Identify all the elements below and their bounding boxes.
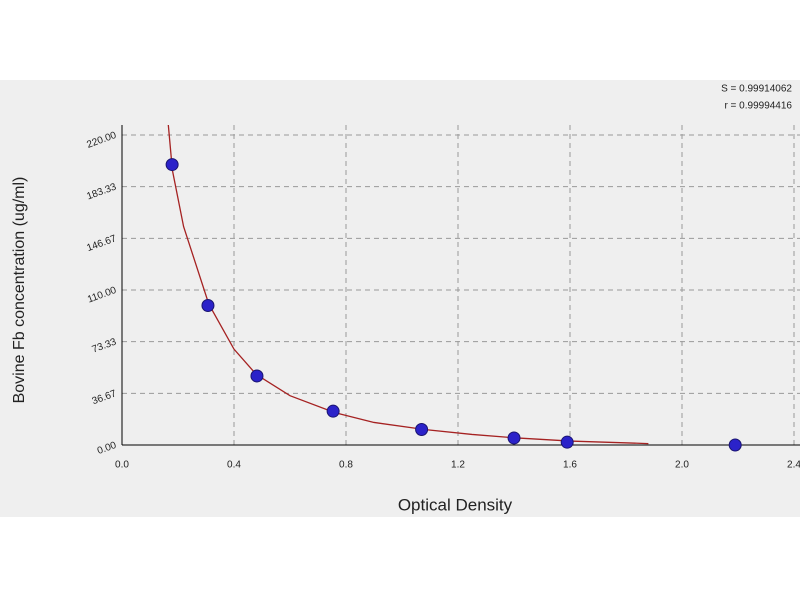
x-axis-label: Optical Density xyxy=(398,495,513,514)
x-tick-label: 2.4 xyxy=(787,460,800,471)
data-point xyxy=(507,431,521,445)
chart-background xyxy=(0,80,800,517)
data-point xyxy=(165,158,179,172)
annotation: S = 0.99914062 xyxy=(721,84,792,95)
x-tick-label: 2.0 xyxy=(675,460,689,471)
x-tick-label: 0.8 xyxy=(339,460,353,471)
data-point xyxy=(560,435,574,449)
data-point xyxy=(250,369,264,383)
x-tick-label: 0.4 xyxy=(227,460,241,471)
x-tick-label: 1.6 xyxy=(563,460,577,471)
data-point xyxy=(728,438,742,452)
data-point xyxy=(201,299,215,312)
data-point xyxy=(415,423,429,436)
data-point xyxy=(326,404,340,418)
y-axis-label: Bovine Fb concentration (ug/ml) xyxy=(11,177,28,404)
x-tick-label: 1.2 xyxy=(451,460,465,471)
annotation: r = 0.99994416 xyxy=(724,101,792,112)
x-tick-label: 0.0 xyxy=(115,460,129,471)
